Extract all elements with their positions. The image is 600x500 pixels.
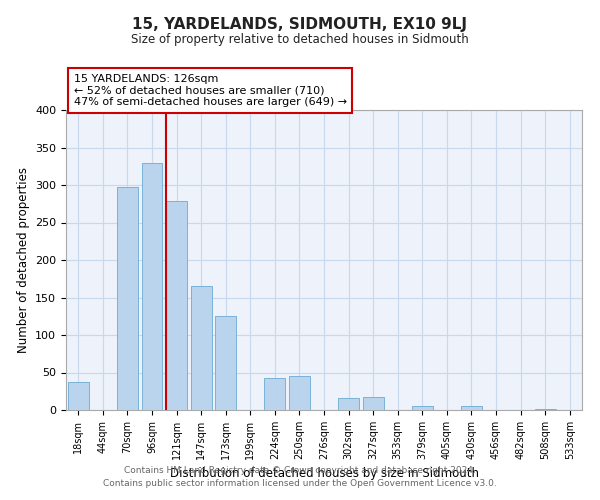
Bar xyxy=(265,378,286,410)
Bar xyxy=(412,406,433,410)
Bar xyxy=(289,376,310,410)
Bar xyxy=(338,398,359,410)
Text: Contains HM Land Registry data © Crown copyright and database right 2024.
Contai: Contains HM Land Registry data © Crown c… xyxy=(103,466,497,487)
Bar xyxy=(142,163,163,410)
Bar xyxy=(166,200,187,410)
Bar xyxy=(535,408,556,410)
Text: 15, YARDELANDS, SIDMOUTH, EX10 9LJ: 15, YARDELANDS, SIDMOUTH, EX10 9LJ xyxy=(133,18,467,32)
Bar xyxy=(362,397,383,410)
Bar xyxy=(191,286,212,410)
Bar xyxy=(461,406,482,410)
Y-axis label: Number of detached properties: Number of detached properties xyxy=(17,167,29,353)
Text: 15 YARDELANDS: 126sqm
← 52% of detached houses are smaller (710)
47% of semi-det: 15 YARDELANDS: 126sqm ← 52% of detached … xyxy=(74,74,347,107)
Bar xyxy=(117,187,138,410)
Bar xyxy=(68,382,89,410)
X-axis label: Distribution of detached houses by size in Sidmouth: Distribution of detached houses by size … xyxy=(170,468,479,480)
Text: Size of property relative to detached houses in Sidmouth: Size of property relative to detached ho… xyxy=(131,32,469,46)
Bar xyxy=(215,316,236,410)
